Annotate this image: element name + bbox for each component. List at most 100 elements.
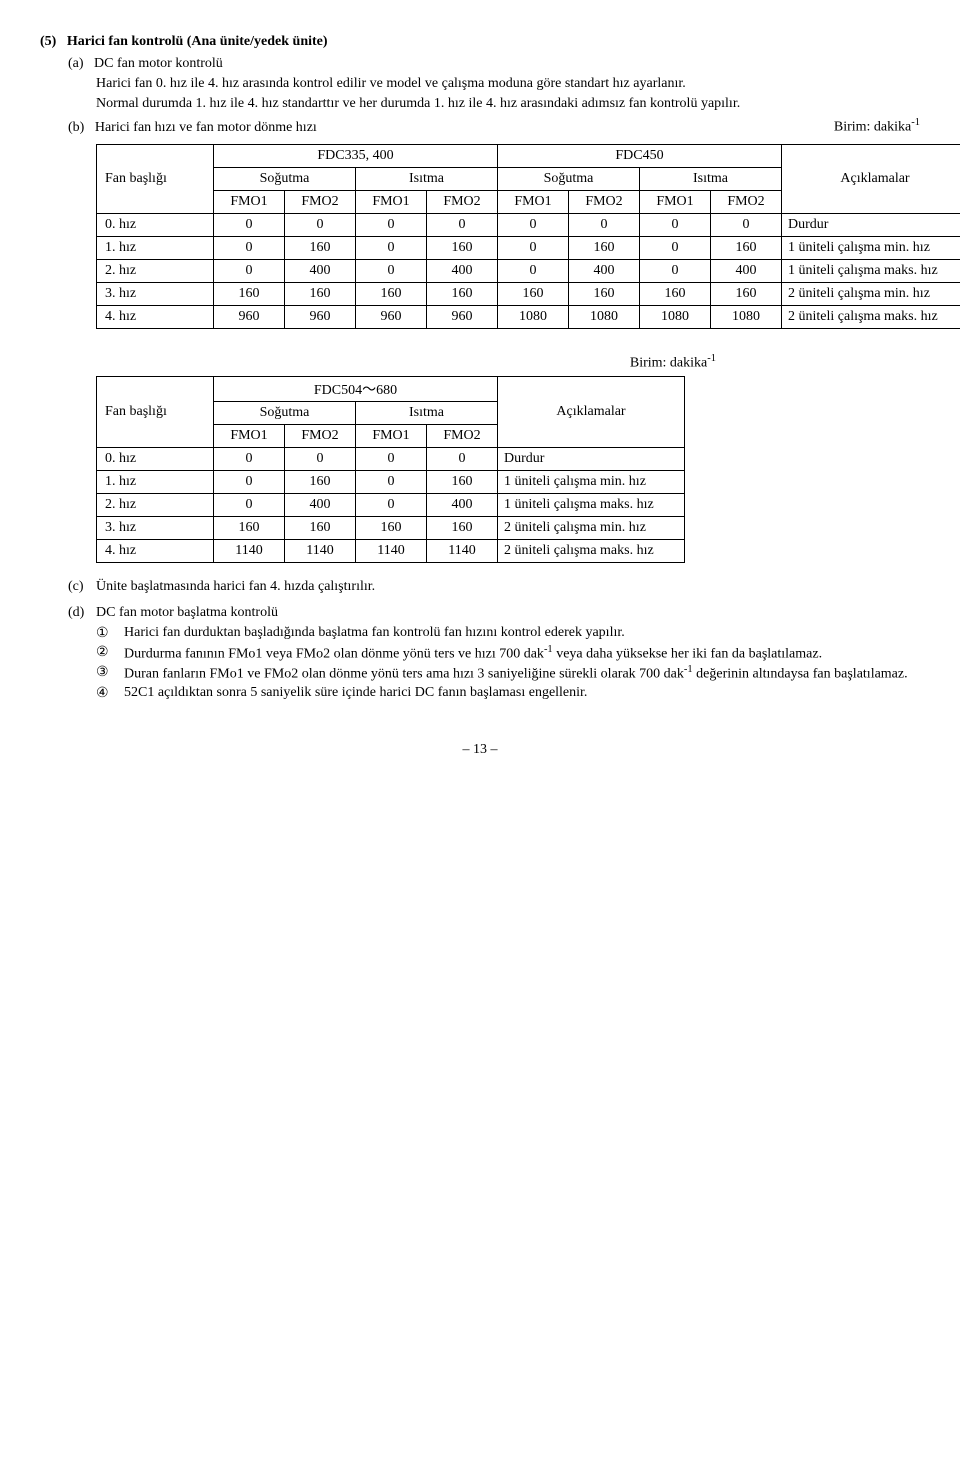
cell-value: 160	[711, 283, 782, 306]
table-row: 4. hız11401140114011402 üniteli çalışma …	[97, 539, 685, 562]
col-fmo1: FMO1	[214, 424, 285, 447]
row-label: 2. hız	[97, 260, 214, 283]
cell-remark: 2 üniteli çalışma min. hız	[782, 283, 960, 306]
unit-label-1: Birim: dakika-1	[834, 117, 920, 136]
subsection-a: (a) DC fan motor kontrolü	[68, 56, 920, 72]
cell-remark: 1 üniteli çalışma min. hız	[782, 237, 960, 260]
text-d2a: Durdurma fanının FMo1 veya FMo2 olan dön…	[124, 646, 544, 661]
cell-value: 160	[285, 283, 356, 306]
list-item: ④ 52C1 açıldıktan sonra 5 saniyelik süre…	[96, 685, 920, 702]
table-row: 1. hız01600160016001601 üniteli çalışma …	[97, 237, 960, 260]
cell-value: 0	[356, 214, 427, 237]
col-fmo1: FMO1	[498, 191, 569, 214]
cell-value: 0	[356, 260, 427, 283]
cell-value: 0	[498, 214, 569, 237]
col-heat: Isıtma	[640, 168, 782, 191]
cell-remark: 2 üniteli çalışma maks. hız	[782, 306, 960, 329]
table-row: 2. hız04000400040004001 üniteli çalışma …	[97, 260, 960, 283]
section-heading: (5) Harici fan kontrolü (Ana ünite/yedek…	[40, 34, 920, 50]
cell-value: 400	[427, 493, 498, 516]
unit-row-2: Birim: dakika-1	[96, 353, 716, 372]
cell-value: 0	[640, 214, 711, 237]
cell-value: 160	[285, 470, 356, 493]
cell-value: 160	[427, 237, 498, 260]
cell-value: 400	[569, 260, 640, 283]
col-fmo1: FMO1	[640, 191, 711, 214]
cell-value: 400	[427, 260, 498, 283]
row-label: 0. hız	[97, 214, 214, 237]
cell-value: 0	[356, 447, 427, 470]
sup-d3: -1	[684, 664, 693, 675]
circled-3: ③	[96, 664, 124, 683]
table-row: 1. hız016001601 üniteli çalışma min. hız	[97, 470, 685, 493]
col-fmo2: FMO2	[711, 191, 782, 214]
unit-sup-2: -1	[707, 353, 716, 364]
cell-value: 0	[214, 447, 285, 470]
unit-sup-1: -1	[911, 117, 920, 128]
circled-1: ①	[96, 625, 124, 642]
cell-value: 0	[498, 260, 569, 283]
cell-value: 160	[356, 516, 427, 539]
text-d3: Duran fanların FMo1 ve FMo2 olan dönme y…	[124, 664, 908, 683]
para-a1: Harici fan 0. hız ile 4. hız arasında ko…	[96, 76, 920, 92]
col-fmo2: FMO2	[427, 191, 498, 214]
cell-value: 160	[427, 283, 498, 306]
cell-value: 400	[711, 260, 782, 283]
row-label: 2. hız	[97, 493, 214, 516]
cell-value: 400	[285, 260, 356, 283]
cell-remark: 2 üniteli çalışma min. hız	[498, 516, 685, 539]
col-group2: FDC450	[498, 145, 782, 168]
cell-value: 960	[427, 306, 498, 329]
para-a2: Normal durumda 1. hız ile 4. hız standar…	[96, 96, 920, 112]
text-d3a: Duran fanların FMo1 ve FMo2 olan dönme y…	[124, 667, 684, 682]
text-c: Ünite başlatmasında harici fan 4. hızda …	[96, 579, 920, 595]
cell-remark: 2 üniteli çalışma maks. hız	[498, 539, 685, 562]
cell-value: 160	[285, 237, 356, 260]
cell-value: 160	[711, 237, 782, 260]
col-fan-head: Fan başlığı	[97, 145, 214, 214]
row-label: 0. hız	[97, 447, 214, 470]
col-heat: Isıtma	[356, 168, 498, 191]
cell-value: 160	[214, 516, 285, 539]
col-cool: Soğutma	[214, 401, 356, 424]
cell-value: 0	[214, 470, 285, 493]
cell-value: 160	[498, 283, 569, 306]
table-row: 4. hız96096096096010801080108010802 ünit…	[97, 306, 960, 329]
marker-a: (a)	[68, 56, 84, 71]
table-row: 0. hız00000000Durdur	[97, 214, 960, 237]
cell-value: 1080	[569, 306, 640, 329]
table-row: 2. hız040004001 üniteli çalışma maks. hı…	[97, 493, 685, 516]
subsection-b: (b) Harici fan hızı ve fan motor dönme h…	[68, 116, 920, 140]
row-label: 4. hız	[97, 306, 214, 329]
text-d1: Harici fan durduktan başladığında başlat…	[124, 625, 625, 642]
table-fan-speed-2: Fan başlığı FDC504～680 Açıklamalar Soğut…	[96, 376, 685, 563]
col-cool: Soğutma	[498, 168, 640, 191]
col-fmo2: FMO2	[427, 424, 498, 447]
col-fmo2: FMO2	[285, 424, 356, 447]
circled-4: ④	[96, 685, 124, 702]
cell-value: 160	[569, 283, 640, 306]
cell-value: 160	[285, 516, 356, 539]
col-fmo1: FMO1	[356, 191, 427, 214]
cell-value: 0	[640, 260, 711, 283]
cell-value: 960	[214, 306, 285, 329]
table-row: 0. hız0000Durdur	[97, 447, 685, 470]
list-item: ① Harici fan durduktan başladığında başl…	[96, 625, 920, 642]
subsection-c: (c) Ünite başlatmasında harici fan 4. hı…	[68, 579, 920, 702]
cell-value: 160	[569, 237, 640, 260]
cell-value: 0	[214, 237, 285, 260]
cell-remark: Durdur	[782, 214, 960, 237]
row-label: 1. hız	[97, 470, 214, 493]
cell-value: 0	[356, 493, 427, 516]
cell-value: 0	[214, 260, 285, 283]
page-number: – 13 –	[40, 742, 920, 758]
table-row: Fan başlığı FDC335, 400 FDC450 Açıklamal…	[97, 145, 960, 168]
cell-value: 1080	[498, 306, 569, 329]
cell-value: 160	[640, 283, 711, 306]
label-a: DC fan motor kontrolü	[94, 56, 223, 71]
col-fmo2: FMO2	[569, 191, 640, 214]
cell-remark: 1 üniteli çalışma maks. hız	[782, 260, 960, 283]
cell-value: 0	[569, 214, 640, 237]
cell-value: 0	[214, 214, 285, 237]
col-fan-head: Fan başlığı	[97, 376, 214, 447]
